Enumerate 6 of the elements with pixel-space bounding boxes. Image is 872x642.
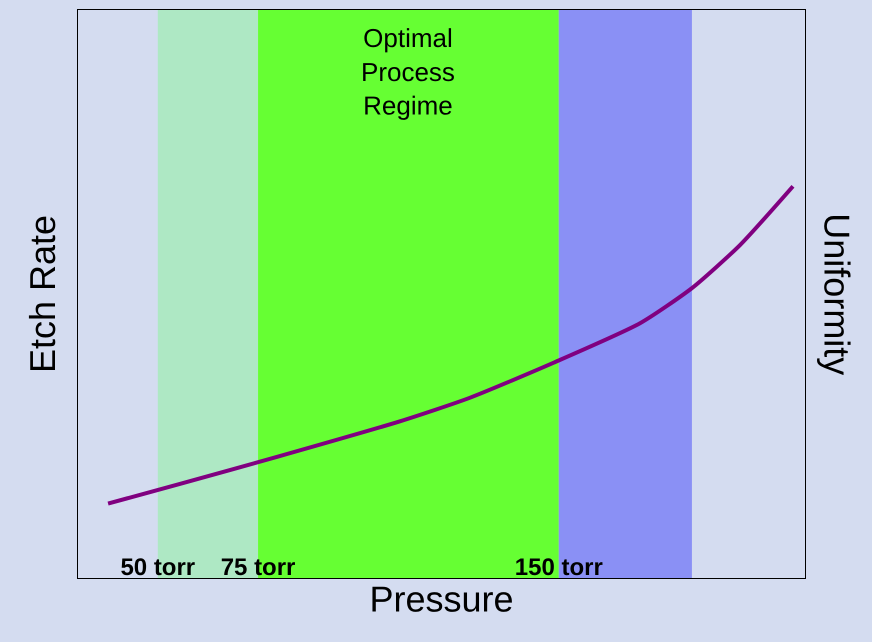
- y-axis-title: Etch Rate: [22, 214, 63, 374]
- y2-axis-title: Uniformity: [816, 213, 858, 376]
- x-axis-title: Pressure: [369, 578, 514, 620]
- x-tick-label: 150 torr: [514, 554, 603, 581]
- x-tick-label: 50 torr: [120, 554, 196, 581]
- band-label: Optimal Process Regime: [361, 23, 455, 121]
